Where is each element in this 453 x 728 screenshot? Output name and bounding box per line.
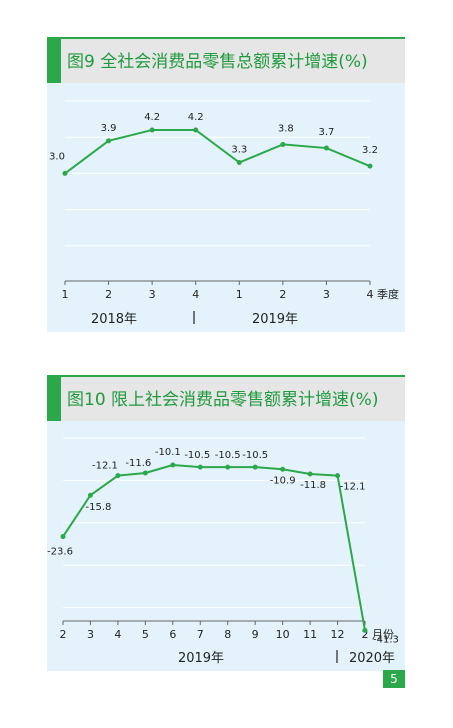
chart1-panel: 图9 全社会消费品零售总额累计增速(%) 1 2 3 4 1 2 3 4 季度 3.0 3.9 4.2… xyxy=(47,37,405,332)
data-label: 3.3 xyxy=(231,145,247,156)
data-point xyxy=(62,170,68,176)
data-point xyxy=(280,466,286,472)
data-label: -10.1 xyxy=(155,447,181,458)
page-number: 5 xyxy=(383,670,405,688)
chart2-title-bar: 图10 限上社会消费品零售额累计增速(%) xyxy=(47,375,405,423)
data-label: -15.8 xyxy=(86,502,112,513)
data-label: -10.5 xyxy=(215,450,241,461)
data-point xyxy=(60,534,66,540)
chart2-svg: 2 3 4 5 6 7 8 9 10 11 12 2 月份-23.6-15.8-12.1 -11.6-10… xyxy=(47,437,399,666)
series-line xyxy=(64,128,371,175)
data-point xyxy=(252,464,258,470)
x-tick-label: 1 xyxy=(236,288,243,301)
data-label: -11.8 xyxy=(300,480,326,491)
data-label: -10.5 xyxy=(242,450,268,461)
x-tick-label: 7 xyxy=(197,628,204,641)
x-tick-label: 5 xyxy=(142,628,149,641)
data-label: -11.6 xyxy=(125,458,151,469)
x-axis-unit: 季度 xyxy=(377,287,399,301)
x-tick-label: 6 xyxy=(169,628,176,641)
chart1-title: 图9 全社会消费品零售总额累计增速(%) xyxy=(67,52,368,72)
data-label: 3.0 xyxy=(49,151,65,162)
x-tick-label: 4 xyxy=(367,288,374,301)
data-label: 3.7 xyxy=(318,127,334,138)
title-accent xyxy=(47,39,61,85)
data-label: -12.1 xyxy=(92,461,118,472)
x-tick-label: 8 xyxy=(224,628,231,641)
data-label: 4.2 xyxy=(188,112,204,123)
chart1-plot-area: 1 2 3 4 1 2 3 4 季度 3.0 3.9 4.2 4.2 3.3 3.8 3.7 3.2 2018年 2… xyxy=(47,83,405,332)
year-group-label: 2019年 xyxy=(252,312,298,327)
data-label: -10.9 xyxy=(270,475,296,486)
data-point xyxy=(149,127,155,133)
data-point xyxy=(280,141,286,147)
data-point xyxy=(106,138,112,144)
x-tick-label: 2 xyxy=(60,628,67,641)
x-tick-label: 1 xyxy=(62,288,69,301)
year-group-label: 2020年 xyxy=(349,651,395,666)
chart1-title-bar: 图9 全社会消费品零售总额累计增速(%) xyxy=(47,37,405,85)
data-point xyxy=(323,145,329,151)
x-tick-label: 3 xyxy=(323,288,330,301)
data-point xyxy=(335,473,341,479)
data-label: 4.2 xyxy=(144,112,160,123)
data-label: -12.1 xyxy=(340,482,366,493)
data-label: 3.9 xyxy=(101,123,117,134)
x-tick-label: 4 xyxy=(192,288,199,301)
data-point xyxy=(225,464,231,470)
series-line xyxy=(62,464,366,631)
data-point xyxy=(362,627,368,633)
data-label: 3.8 xyxy=(278,123,294,134)
x-tick-label: 3 xyxy=(149,288,156,301)
chart2-title: 图10 限上社会消费品零售额累计增速(%) xyxy=(67,390,379,410)
x-tick-label: 11 xyxy=(303,628,317,641)
data-point xyxy=(87,492,93,498)
x-tick-label: 2 xyxy=(279,288,286,301)
chart2-panel: 图10 限上社会消费品零售额累计增速(%) 2 3 4 5 6 7 8 9 10 11 12 2 月份 -… xyxy=(47,375,405,671)
x-tick-label: 10 xyxy=(276,628,290,641)
data-point xyxy=(115,473,121,479)
x-tick-label: 2 xyxy=(362,628,369,641)
x-tick-label: 2 xyxy=(105,288,112,301)
x-tick-label: 12 xyxy=(331,628,345,641)
data-point xyxy=(367,163,373,169)
data-label: -41.3 xyxy=(373,634,399,645)
data-label: -10.5 xyxy=(184,450,210,461)
year-group-label: 2019年 xyxy=(178,651,224,666)
data-point xyxy=(236,160,242,166)
chart2-plot-area: 2 3 4 5 6 7 8 9 10 11 12 2 月份 -23.6 -15.8 -12.1 -11.6 -10… xyxy=(47,421,405,671)
title-accent xyxy=(47,377,61,423)
data-point xyxy=(170,462,176,468)
data-point xyxy=(193,127,199,133)
data-point xyxy=(142,470,148,476)
year-group-label: 2018年 xyxy=(91,312,137,327)
data-label: -23.6 xyxy=(47,547,73,558)
data-point xyxy=(197,464,203,470)
x-tick-label: 4 xyxy=(114,628,121,641)
x-axis-unit: 月份 xyxy=(372,628,394,641)
x-tick-label: 9 xyxy=(252,628,259,641)
data-label: 3.2 xyxy=(362,145,378,156)
data-point xyxy=(307,471,313,477)
x-tick-label: 3 xyxy=(87,628,94,641)
